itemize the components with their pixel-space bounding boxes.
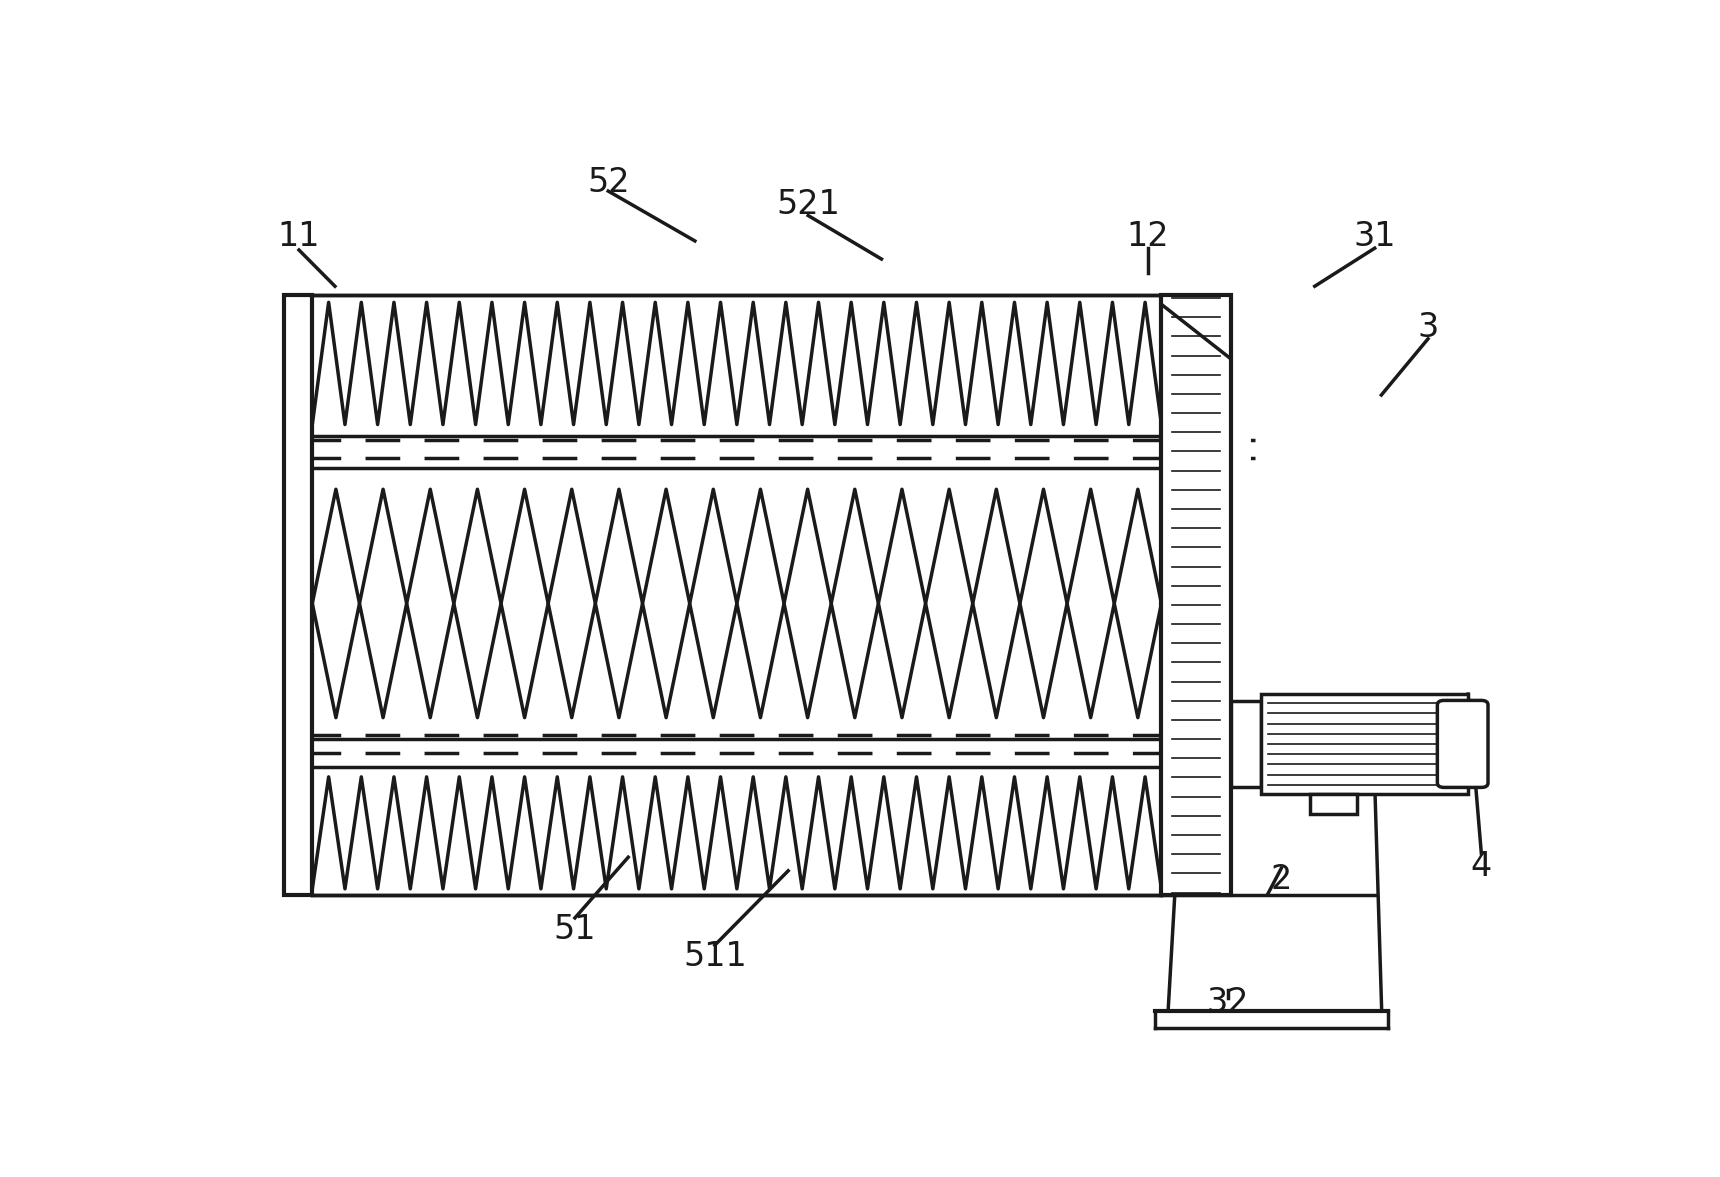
Bar [1161, 295, 1232, 896]
Bar [1261, 694, 1467, 793]
Text: 511: 511 [683, 940, 746, 973]
Text: 11: 11 [277, 220, 320, 253]
Text: 32: 32 [1207, 985, 1249, 1019]
FancyBboxPatch shape [1438, 700, 1488, 787]
Text: 2: 2 [1271, 864, 1292, 897]
Bar [284, 295, 313, 896]
Text: 521: 521 [776, 188, 839, 221]
Text: 52: 52 [587, 166, 630, 199]
Text: 31: 31 [1354, 220, 1397, 253]
Bar [1311, 793, 1357, 813]
Bar [1232, 700, 1261, 787]
Text: 4: 4 [1471, 850, 1491, 883]
Text: 3: 3 [1417, 311, 1438, 344]
Text: 51: 51 [554, 913, 597, 946]
Text: 12: 12 [1127, 220, 1170, 253]
